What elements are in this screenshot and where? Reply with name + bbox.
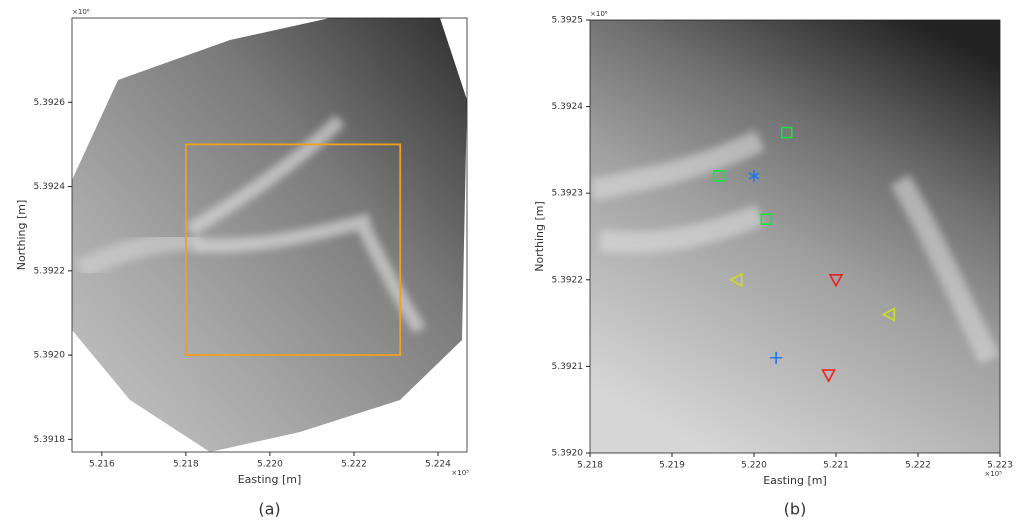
y-tick-label: 5.3920 (552, 449, 584, 459)
y-tick-label: 5.3925 (552, 16, 584, 26)
y-tick-label: 5.3918 (34, 435, 66, 445)
x-tick-label: 5.218 (173, 460, 199, 470)
x-axis-label: Easting [m] (238, 473, 302, 486)
caption: (a) (258, 500, 280, 519)
y-tick-label: 5.3920 (34, 351, 66, 361)
y-axis-label: Northing [m] (533, 201, 546, 272)
x-tick-label: 5.219 (659, 461, 685, 471)
caption: (b) (784, 500, 807, 519)
y-tick-label: 5.3926 (34, 98, 66, 108)
figure: 5.216 5.218 5.220 5.222 5.224 5.3918 5.3920 5.3… (0, 0, 1036, 524)
y-tick-label: 5.3923 (552, 189, 584, 199)
y-tick-label: 5.3921 (552, 362, 584, 372)
x-tick-label: 5.216 (89, 460, 115, 470)
x-tick-label: 5.220 (741, 461, 767, 471)
y-multiplier: ×10⁶ (72, 8, 90, 16)
x-tick-label: 5.223 (987, 461, 1013, 471)
y-tick-label: 5.3922 (34, 266, 66, 276)
x-axis-label: Easting [m] (763, 474, 827, 487)
x-tick-label: 5.222 (905, 461, 931, 471)
y-tick-label: 5.3924 (552, 102, 584, 112)
x-tick-label: 5.220 (257, 460, 283, 470)
y-multiplier: ×10⁶ (590, 10, 608, 18)
x-tick-label: 5.224 (425, 460, 451, 470)
x-multiplier: ×10⁵ (451, 469, 469, 477)
y-tick-label: 5.3922 (552, 275, 584, 285)
x-tick-label: 5.221 (823, 461, 849, 471)
x-tick-label: 5.222 (341, 460, 367, 470)
x-multiplier: ×10⁵ (984, 470, 1002, 478)
y-tick-label: 5.3924 (34, 182, 66, 192)
x-tick-label: 5.218 (577, 461, 603, 471)
y-axis-label: Northing [m] (15, 200, 28, 271)
hillshade-a (72, 18, 467, 452)
hillshade-b (590, 20, 1000, 453)
